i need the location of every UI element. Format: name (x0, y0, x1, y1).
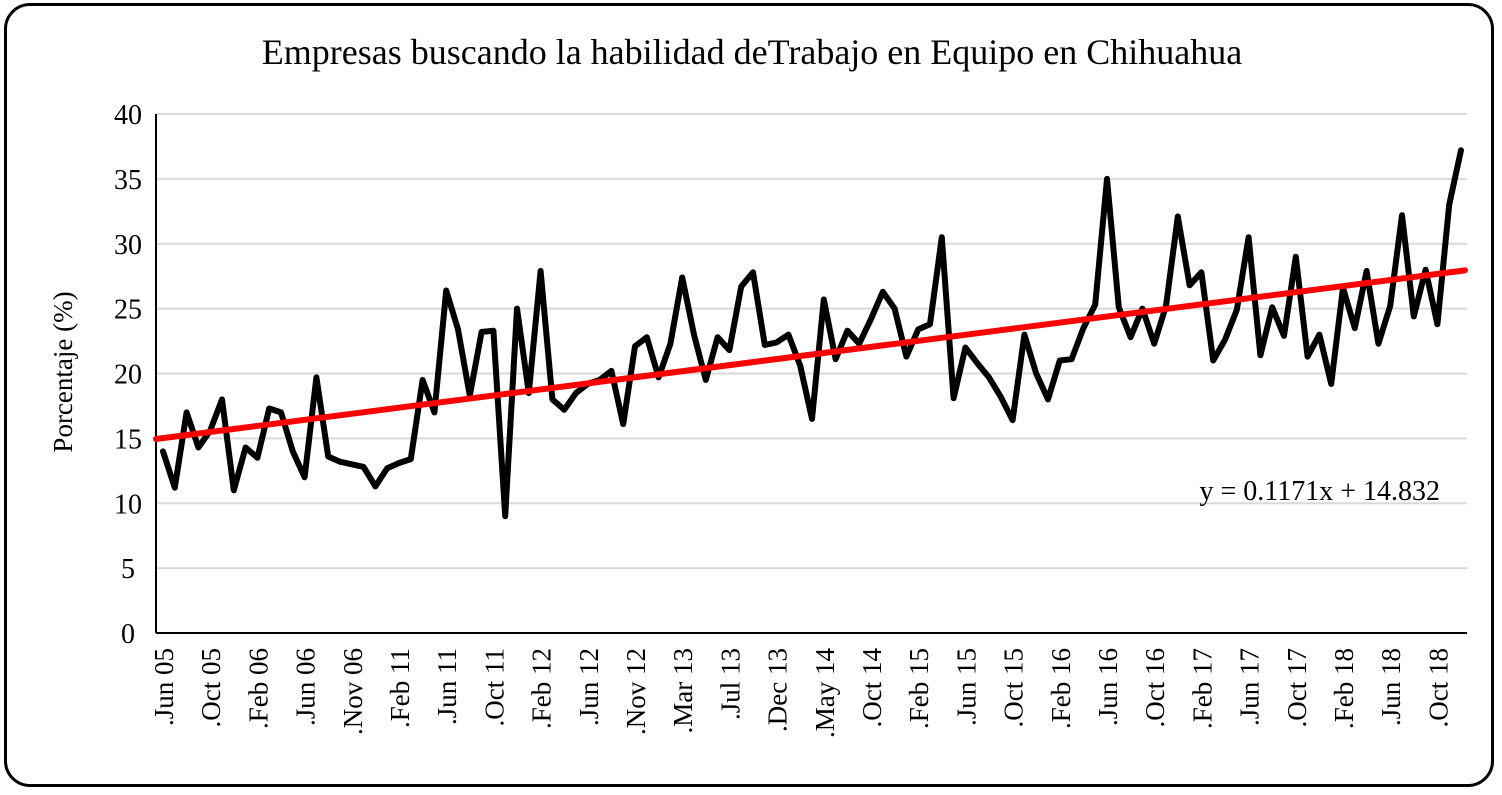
x-tick-label: .Feb 12 (527, 648, 557, 729)
x-tick-label: .Feb 17 (1187, 648, 1217, 729)
x-tick-label: .Nov 06 (338, 648, 368, 735)
y-axis-label: Porcentaje (%) (48, 291, 78, 452)
chart-frame (4, 3, 1494, 787)
y-tick-label: 30 (114, 230, 142, 261)
y-tick-label: 20 (114, 360, 142, 391)
y-tick-label: 0 (121, 619, 135, 650)
x-tick-label: .Mar 13 (668, 648, 698, 733)
y-tick-label: 35 (114, 165, 142, 196)
x-tick-label: .Jun 16 (1093, 648, 1123, 726)
x-tick-label: .Oct 18 (1423, 648, 1453, 727)
series-line (160, 147, 1464, 520)
x-tick-label: .Oct 11 (479, 648, 509, 726)
trendline (153, 267, 1468, 442)
trendline-equation: y = 0.1171x + 14.832 (1199, 476, 1440, 507)
x-tick-label: .Jun 06 (291, 648, 321, 726)
x-tick-label: .Feb 06 (243, 648, 273, 729)
x-tick-labels: .Jun 05 .Oct 05 .Feb 06 .Jun 06 .Nov 06 .Feb … (149, 648, 1453, 738)
x-tick-label: .Jun 12 (574, 648, 604, 726)
x-tick-label: .Feb 11 (385, 648, 415, 728)
y-tick-label: 10 (114, 489, 142, 520)
x-tick-label: .Feb 15 (904, 648, 934, 729)
x-tick-label: .Oct 14 (857, 648, 887, 728)
x-tick-label: .Nov 12 (621, 648, 651, 735)
x-tick-label: .Jun 11 (432, 648, 462, 725)
x-tick-label: .Jun 18 (1376, 648, 1406, 726)
x-tick-label: .Oct 17 (1282, 648, 1312, 727)
y-tick-labels: 0 5 10 15 20 25 30 35 40 (114, 100, 142, 650)
x-tick-label: .Jun 15 (951, 648, 981, 726)
x-tick-label: .Oct 05 (196, 648, 226, 727)
x-tick-label: .Dec 13 (763, 648, 793, 732)
x-tick-label: .Jun 05 (149, 648, 179, 726)
y-tick-label: 15 (114, 424, 142, 455)
y-tick-label: 40 (114, 100, 142, 131)
y-tick-label: 5 (121, 554, 135, 585)
x-tick-label: .Jul 13 (715, 648, 745, 720)
x-tick-label: .Oct 16 (1140, 648, 1170, 727)
x-tick-label: .May 14 (810, 648, 840, 738)
y-tick-label: 25 (114, 295, 142, 326)
x-tick-label: .Oct 15 (999, 648, 1029, 727)
x-tick-label: .Feb 16 (1046, 648, 1076, 729)
x-tick-label: .Jun 17 (1235, 648, 1265, 726)
gridlines (155, 113, 1467, 634)
x-tick-label: .Feb 18 (1329, 648, 1359, 729)
chart-title: Empresas buscando la habilidad deTrabajo… (262, 32, 1242, 72)
plot-area (153, 147, 1468, 520)
